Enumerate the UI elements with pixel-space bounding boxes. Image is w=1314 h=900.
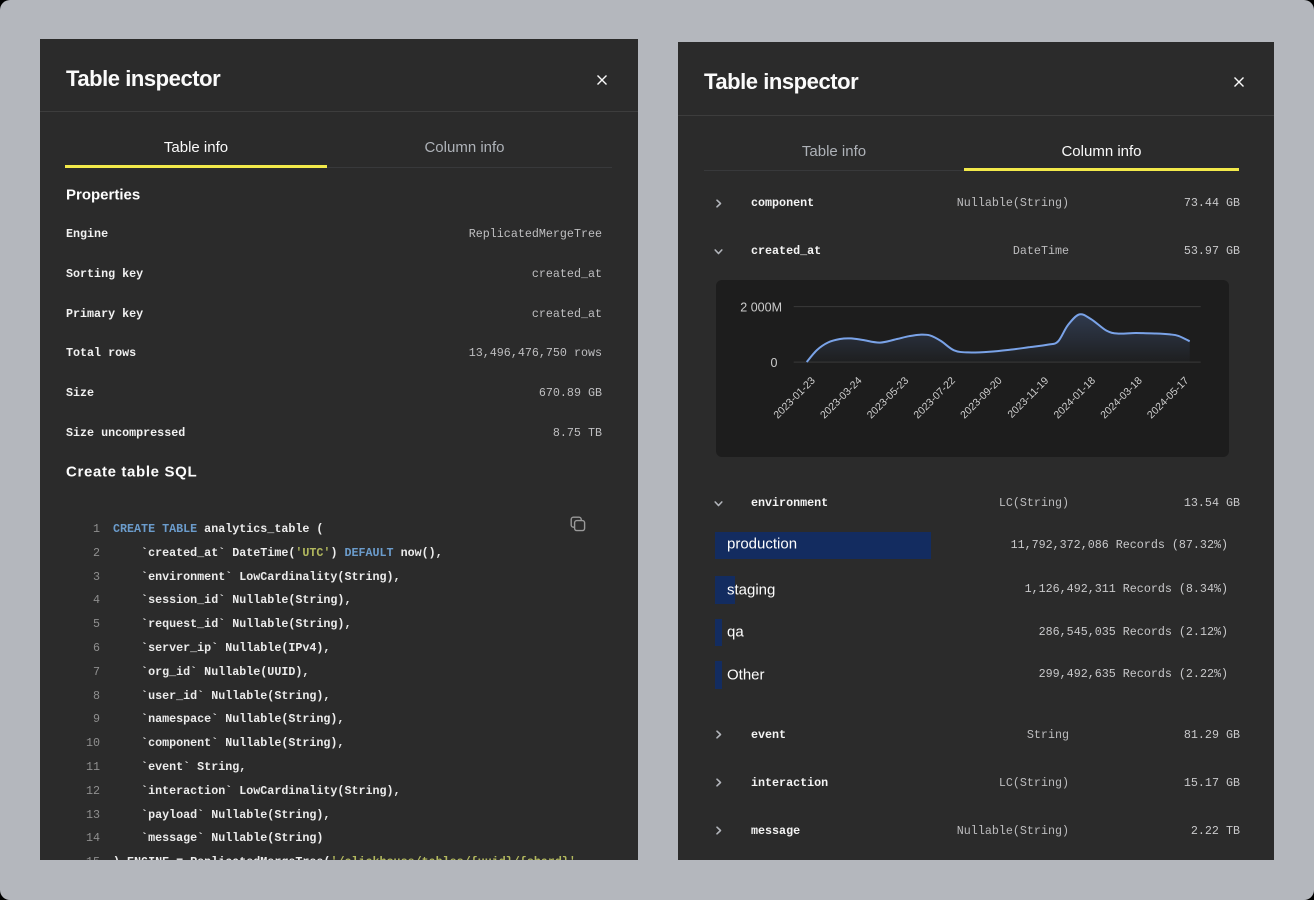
svg-text:0: 0 <box>771 356 778 370</box>
svg-text:2024-05-17: 2024-05-17 <box>1145 375 1192 422</box>
svg-text:2023-01-23: 2023-01-23 <box>771 375 818 422</box>
svg-text:2023-05-23: 2023-05-23 <box>865 375 912 422</box>
svg-text:2024-01-18: 2024-01-18 <box>1052 375 1099 422</box>
svg-text:2023-11-19: 2023-11-19 <box>1005 375 1051 421</box>
svg-text:2023-03-24: 2023-03-24 <box>818 375 865 422</box>
svg-text:2023-09-20: 2023-09-20 <box>958 375 1005 422</box>
svg-text:2024-03-18: 2024-03-18 <box>1098 375 1145 422</box>
svg-text:2 000M: 2 000M <box>740 301 782 315</box>
svg-text:2023-07-22: 2023-07-22 <box>911 375 958 422</box>
